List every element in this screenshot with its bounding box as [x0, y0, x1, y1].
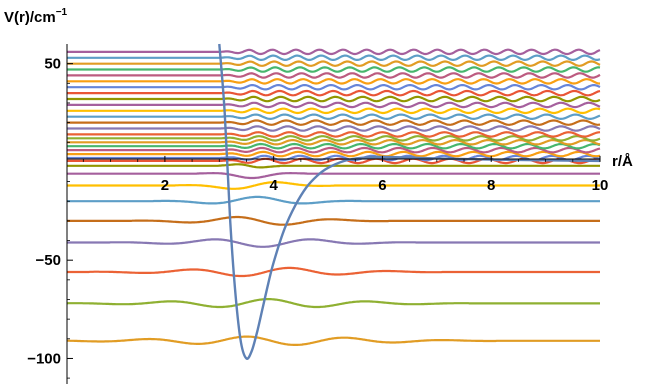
wavefunction-line: [67, 238, 600, 248]
axes: [66, 44, 600, 384]
wavefunction-line: [67, 107, 601, 115]
x-tick-label: 6: [378, 177, 386, 194]
wavefunction-line: [67, 154, 601, 162]
wavefunction-line: [67, 119, 601, 126]
tick-group: 2 4 6 8 10 50 −50 −100: [27, 56, 609, 379]
potential-curve-group: [218, 43, 601, 360]
wavefunction-line: [67, 150, 601, 158]
wavefunction-line: [67, 84, 601, 91]
y-axis-title: V(r)/cm−1: [4, 7, 68, 26]
wavefunction-line: [67, 66, 601, 73]
wavefunction-line: [67, 95, 601, 103]
wavefunction-line: [67, 113, 601, 121]
wavefunction-line: [67, 54, 601, 62]
x-axis-title: r/Å: [612, 153, 633, 170]
wavefunction-line: [67, 89, 601, 97]
wavefunction-line: [67, 195, 600, 205]
wavefunction-line: [67, 181, 600, 190]
x-tick-label: 2: [161, 177, 169, 194]
wavefunction-line: [67, 48, 601, 56]
y-tick-label: 50: [44, 56, 61, 73]
wavefunction-line: [67, 131, 601, 138]
wavefunction-line: [67, 78, 600, 85]
wavefunction-line: [67, 72, 601, 79]
wavefunction-line: [67, 142, 601, 150]
wavefunction-line: [67, 215, 600, 226]
wavefunction-line: [67, 266, 600, 278]
x-tick-label: 4: [270, 177, 279, 194]
wavefunction-series-group: [66, 48, 601, 346]
wavefunction-line: [67, 335, 600, 346]
y-tick-label: −100: [27, 350, 61, 367]
x-tick-label: 10: [592, 177, 609, 194]
y-axis-title-main: V(r)/cm: [4, 9, 56, 26]
x-tick-label: 8: [487, 177, 495, 194]
wavefunction-line: [67, 60, 601, 67]
wavefunction-line: [67, 135, 601, 142]
wavefunction-line: [67, 157, 601, 165]
y-axis-title-superscript: −1: [56, 7, 68, 18]
y-tick-label: −50: [36, 252, 61, 269]
wavefunction-line: [67, 146, 601, 154]
potential-curve: [218, 43, 601, 360]
wavefunction-line: [67, 138, 601, 146]
wavefunction-line: [66, 298, 600, 309]
wavefunction-line: [67, 125, 601, 132]
wavefunction-line: [67, 172, 600, 180]
wavefunction-line: [67, 101, 601, 109]
